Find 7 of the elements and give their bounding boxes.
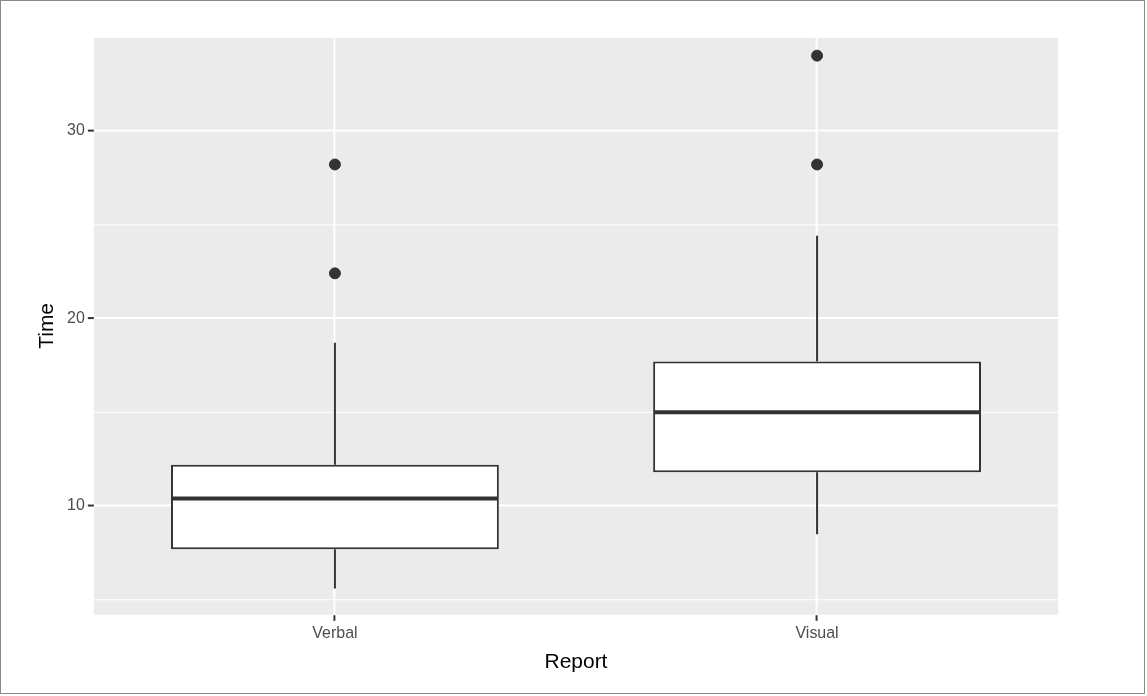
- y-tick-label: 10: [67, 496, 85, 514]
- y-axis-title: Time: [34, 303, 58, 349]
- x-tick-label: Verbal: [312, 623, 358, 641]
- y-tick-label: 20: [67, 308, 85, 326]
- y-tick-label: 30: [67, 121, 85, 139]
- x-tick-label: Visual: [795, 623, 839, 641]
- x-axis-title: Report: [544, 649, 608, 673]
